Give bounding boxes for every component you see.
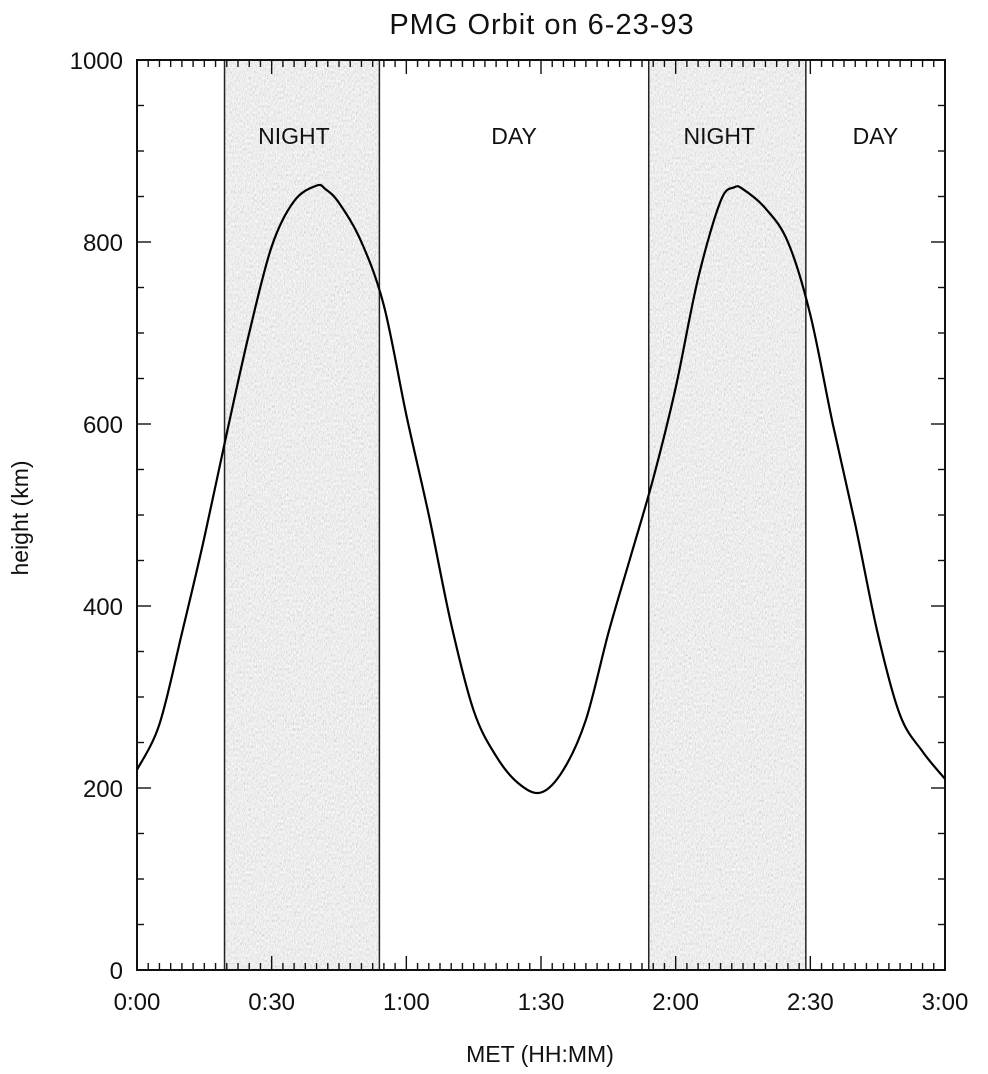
chart-title: PMG Orbit on 6-23-93 (389, 9, 694, 41)
y-tick-label: 600 (83, 412, 123, 439)
day-night-bands (223, 60, 807, 970)
x-tick-label: 0:00 (114, 989, 161, 1016)
y-axis-ticks (137, 59, 945, 971)
y-tick-label: 1000 (70, 48, 123, 75)
y-tick-label: 200 (83, 776, 123, 803)
night-label: NIGHT (258, 123, 330, 149)
orbit-height-line (137, 183, 945, 795)
x-tick-label: 1:30 (518, 989, 565, 1016)
x-tick-label: 1:00 (383, 989, 430, 1016)
y-tick-labels: 0 200 400 600 800 1000 (70, 48, 123, 985)
x-tick-label: 2:00 (652, 989, 699, 1016)
day-label: DAY (491, 123, 537, 149)
night-band (648, 60, 806, 970)
x-axis-ticks (136, 60, 946, 970)
night-label: NIGHT (684, 123, 756, 149)
y-tick-label: 800 (83, 230, 123, 257)
day-label: DAY (853, 123, 899, 149)
night-band (224, 60, 380, 970)
y-axis-title: height (km) (7, 460, 33, 575)
y-tick-label: 400 (83, 594, 123, 621)
x-tick-labels: 0:00 0:30 1:00 1:30 2:00 2:30 3:00 (114, 989, 969, 1016)
x-tick-label: 2:30 (787, 989, 834, 1016)
x-tick-label: 3:00 (922, 989, 969, 1016)
day-night-labels: NIGHT DAY NIGHT DAY (258, 123, 898, 149)
y-tick-label: 0 (110, 958, 123, 985)
x-axis-title: MET (HH:MM) (466, 1041, 614, 1067)
x-tick-label: 0:30 (248, 989, 295, 1016)
